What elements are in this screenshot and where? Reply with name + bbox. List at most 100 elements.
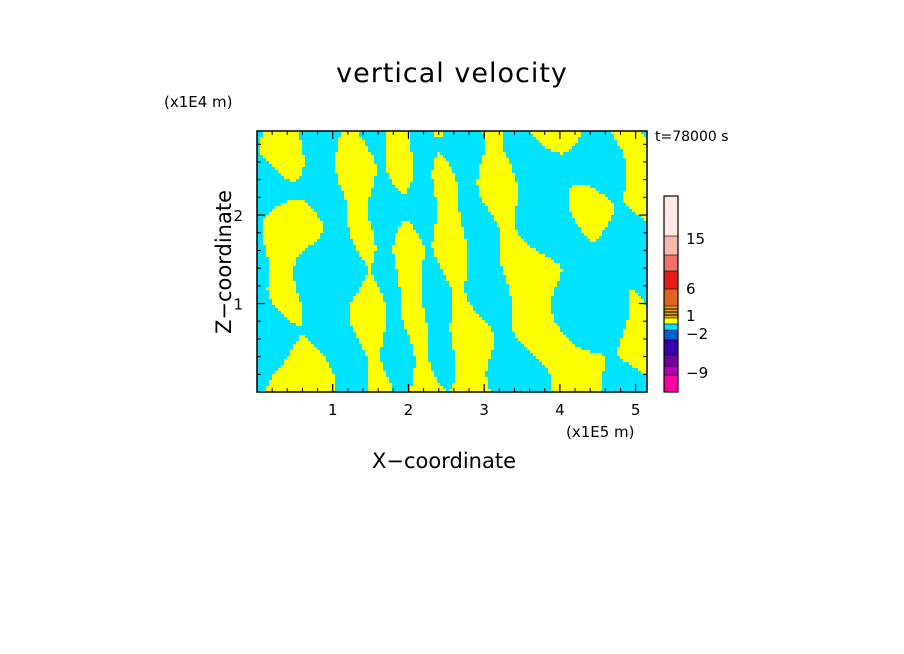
field-cell xyxy=(302,152,306,156)
field-cell xyxy=(416,233,420,237)
field-cell xyxy=(284,152,288,156)
field-cell xyxy=(290,170,294,174)
field-cell xyxy=(455,185,459,189)
field-cell xyxy=(572,209,576,213)
field-cell xyxy=(440,218,444,222)
field-cell xyxy=(569,236,573,240)
field-cell xyxy=(278,143,282,147)
field-cell xyxy=(542,197,546,201)
field-cell xyxy=(464,182,468,186)
field-cell xyxy=(524,131,528,135)
field-cell xyxy=(332,224,336,228)
field-cell xyxy=(344,212,348,216)
field-cell xyxy=(371,173,375,177)
field-cell xyxy=(371,143,375,147)
field-cell xyxy=(533,149,537,153)
field-cell xyxy=(260,137,264,141)
field-cell xyxy=(620,143,624,147)
field-cell xyxy=(260,191,264,195)
field-cell xyxy=(320,167,324,171)
time-label: t=78000 s xyxy=(655,129,729,145)
field-cell xyxy=(560,170,564,174)
field-cell xyxy=(614,212,618,216)
field-cell xyxy=(299,239,303,243)
field-cell xyxy=(281,215,285,219)
field-cell xyxy=(323,221,327,225)
field-cell xyxy=(557,179,561,183)
field-cell xyxy=(380,221,384,225)
field-cell xyxy=(398,245,402,249)
field-cell xyxy=(635,179,639,183)
field-cell xyxy=(596,224,600,228)
field-cell xyxy=(374,206,378,210)
field-cell xyxy=(338,227,342,231)
field-cell xyxy=(602,203,606,207)
field-cell xyxy=(395,188,399,192)
field-cell xyxy=(638,215,642,219)
field-cell xyxy=(638,236,642,240)
field-cell xyxy=(614,185,618,189)
field-cell xyxy=(272,143,276,147)
field-cell xyxy=(485,176,489,180)
field-cell xyxy=(488,155,492,159)
field-cell xyxy=(263,200,267,204)
field-cell xyxy=(494,197,498,201)
field-cell xyxy=(581,230,585,234)
field-cell xyxy=(452,209,456,213)
field-cell xyxy=(413,161,417,165)
field-cell xyxy=(293,158,297,162)
field-cell xyxy=(437,158,441,162)
field-cell xyxy=(401,215,405,219)
field-cell xyxy=(518,140,522,144)
field-cell xyxy=(377,140,381,144)
field-cell xyxy=(389,134,393,138)
field-cell xyxy=(317,155,321,159)
field-cell xyxy=(578,212,582,216)
field-cell xyxy=(479,167,483,171)
field-cell xyxy=(536,212,540,216)
field-cell xyxy=(518,203,522,207)
field-cell xyxy=(641,221,645,225)
field-cell xyxy=(401,167,405,171)
field-cell xyxy=(491,182,495,186)
field-cell xyxy=(413,167,417,171)
field-cell xyxy=(299,137,303,141)
field-cell xyxy=(491,215,495,219)
field-cell xyxy=(533,200,537,204)
field-cell xyxy=(608,188,612,192)
field-cell xyxy=(608,155,612,159)
field-cell xyxy=(305,131,309,135)
field-cell xyxy=(440,179,444,183)
field-cell xyxy=(266,179,270,183)
field-cell xyxy=(587,134,591,138)
field-cell xyxy=(575,239,579,243)
field-cell xyxy=(599,170,603,174)
field-cell xyxy=(275,134,279,138)
field-cell xyxy=(503,143,507,147)
field-cell xyxy=(602,143,606,147)
field-cell xyxy=(488,131,492,135)
field-cell xyxy=(347,134,351,138)
field-cell xyxy=(356,146,360,150)
field-cell xyxy=(581,176,585,180)
field-cell xyxy=(314,158,318,162)
field-cell xyxy=(374,230,378,234)
field-cell xyxy=(305,185,309,189)
field-cell xyxy=(446,194,450,198)
field-cell xyxy=(521,182,525,186)
field-cell xyxy=(353,197,357,201)
field-cell xyxy=(395,161,399,165)
field-cell xyxy=(362,215,366,219)
field-cell xyxy=(605,191,609,195)
field-cell xyxy=(581,197,585,201)
field-cell xyxy=(299,179,303,183)
field-cell xyxy=(329,230,333,234)
field-cell xyxy=(410,137,414,141)
field-cell xyxy=(533,209,537,213)
field-cell xyxy=(599,131,603,135)
field-cell xyxy=(437,218,441,222)
field-cell xyxy=(530,242,534,246)
field-cell xyxy=(557,203,561,207)
field-cell xyxy=(299,185,303,189)
field-cell xyxy=(569,182,573,186)
